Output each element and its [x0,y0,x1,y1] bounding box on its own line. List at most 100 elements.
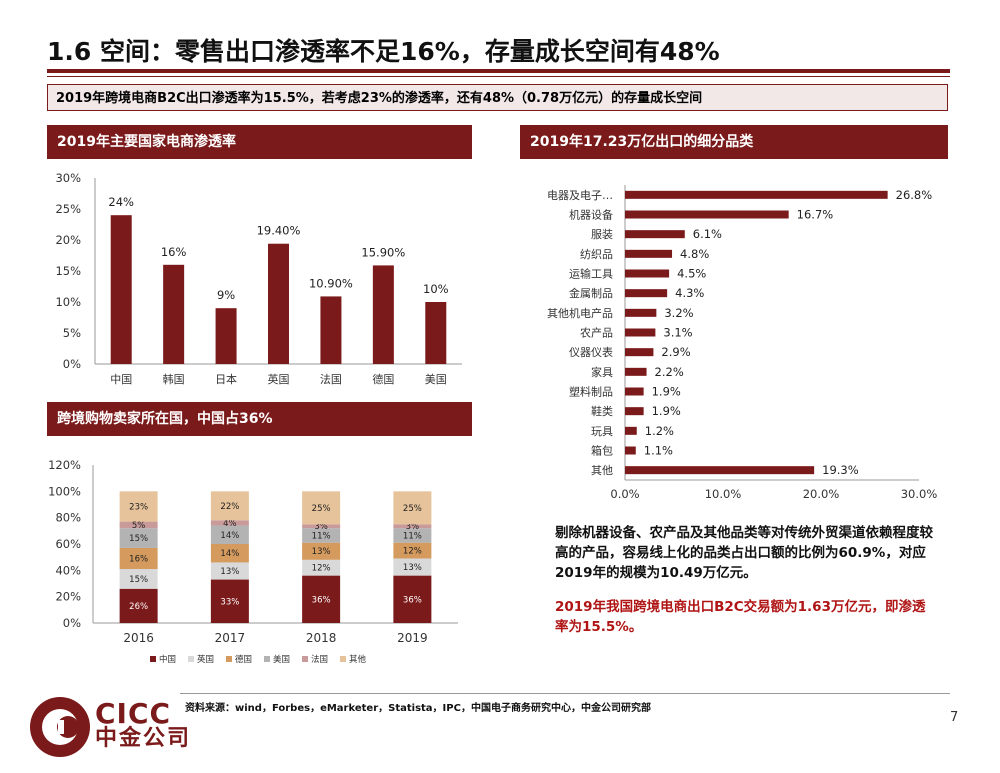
chart3-data-label: 15% [129,575,148,585]
chart1-bar [320,296,342,364]
chart2-bar [625,348,654,357]
chart3-data-label: 3% [406,522,420,532]
page-number: 7 [950,710,959,725]
chart3-bar-segment [393,528,432,543]
chart3-x-tick-label: 2017 [215,631,246,645]
chart2-bar [625,446,636,455]
chart2-bar [625,269,670,278]
title-rule-thin [47,76,950,77]
chart2-data-label: 26.8% [896,188,933,202]
chart3-data-label: 5% [132,521,146,531]
chart3-y-tick-label: 120% [48,458,81,472]
footer-rule [180,693,950,694]
chart2-category-label: 塑料制品 [569,385,613,399]
chart2-data-label: 1.9% [652,404,681,418]
chart3-y-tick-label: 100% [48,484,81,498]
chart3-y-tick-label: 20% [55,590,81,604]
chart3-data-label: 26% [129,602,148,612]
chart1-bar [425,302,447,364]
chart2-data-label: 1.1% [644,444,673,458]
chart1-bar [163,264,185,364]
chart3-legend-label: 美国 [273,654,290,665]
chart2-data-label: 6.1% [693,227,722,241]
chart3-bar-segment [393,558,432,576]
chart2-category-label: 仪器仪表 [569,345,613,359]
chart2-bar [625,466,815,475]
chart3-bar-segment [119,569,158,589]
chart2-title: 2019年17.23万亿出口的细分品类 [520,125,948,159]
chart3-legend-label: 法国 [311,654,328,665]
chart2-bar [625,407,644,416]
chart2-category-label: 运输工具 [569,267,613,281]
chart1-x-tick-label: 法国 [320,372,342,386]
chart2-data-label: 1.9% [652,385,681,399]
chart1-bar [372,265,394,364]
chart2-data-label: 1.2% [645,424,674,438]
chart3-bar-segment [302,559,341,576]
chart2-bar [625,426,637,435]
title-rule [47,69,950,73]
chart2-bar [625,210,789,219]
chart1-title: 2019年主要国家电商渗透率 [47,125,472,159]
note-black: 剔除机器设备、农产品及其他品类等对传统外贸渠道依赖程度较高的产品，容易线上化的品… [555,525,933,581]
chart3-legend-label: 德国 [235,654,252,665]
chart2-category-label: 金属制品 [569,286,613,300]
chart3-legend-swatch [188,656,194,662]
chart1-y-tick-label: 30% [55,171,81,185]
chart2-x-tick-label: 10.0% [705,487,742,501]
chart3-data-label: 11% [312,531,331,541]
chart3-legend-swatch [302,656,308,662]
chart3-bar-segment [302,542,341,560]
chart1-x-tick-label: 日本 [215,372,237,386]
chart3-bar-segment [393,491,432,525]
chart3-bar-segment [210,544,249,563]
chart3-data-label: 22% [220,502,239,512]
chart2-bar [625,308,657,317]
chart1-data-label: 19.40% [257,224,301,238]
chart3-y-tick-label: 40% [55,563,81,577]
chart2-category-label: 玩具 [591,425,613,438]
page-title: 1.6 空间：零售出口渗透率不足16%，存量成长空间有48% [47,37,720,66]
chart3-bar-segment [119,588,158,623]
chart3-bar-segment [302,491,341,525]
chart1-y-tick-label: 0% [63,357,81,371]
chart3-bar-segment [393,575,432,623]
chart3-legend-label: 中国 [159,654,176,665]
chart1-y-tick-label: 15% [55,264,81,278]
chart3-data-label: 23% [129,502,148,512]
chart2-bar [625,230,685,239]
chart3-legend-label: 英国 [197,654,214,665]
chart2-bar [625,328,656,337]
chart2-x-tick-label: 20.0% [803,487,840,501]
chart3-data-label: 36% [403,595,422,605]
chart3-legend-label: 其他 [349,654,367,665]
chart1-x-tick-label: 中国 [110,373,132,386]
logo-cn: 中金公司 [95,726,192,751]
chart2-data-label: 4.3% [675,286,704,300]
chart1-data-label: 24% [108,195,134,209]
chart2-data-label: 3.2% [664,306,693,320]
chart2-category-label: 箱包 [591,444,613,458]
chart1-data-label: 9% [217,288,235,302]
chart3-bar-segment [210,562,249,580]
chart3-x-tick-label: 2016 [123,631,154,645]
chart2-category-label: 其他 [591,464,613,477]
chart3-title: 跨境购物卖家所在国，中国占36% [47,402,472,436]
logo-en: CICC [95,697,172,730]
chart3-data-label: 25% [312,504,331,514]
chart1-x-tick-label: 德国 [372,372,394,386]
chart1-x-tick-label: 美国 [425,373,447,386]
chart2-category-label: 鞋类 [591,404,613,418]
chart2-data-label: 2.9% [661,345,690,359]
chart3-y-tick-label: 60% [55,537,81,551]
chart3-legend-swatch [226,656,232,662]
chart2-category-label: 家具 [591,365,613,379]
chart3-bar-segment [302,524,341,529]
chart3-bar-segment [302,575,341,623]
chart3-data-label: 14% [220,549,239,559]
chart3-bar-segment [210,520,249,526]
chart2-bar [625,367,647,376]
chart3-x-tick-label: 2019 [397,631,428,645]
chart3-legend-swatch [150,656,156,662]
